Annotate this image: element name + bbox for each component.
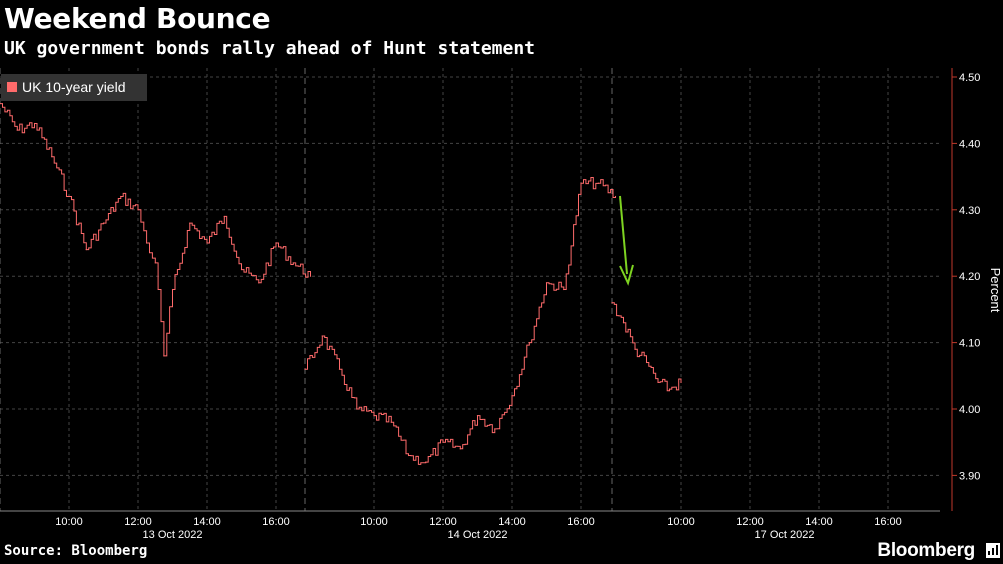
series-point (154, 262, 156, 264)
x-tick-label: 16:00 (874, 516, 902, 528)
x-day-label: 17 Oct 2022 (755, 529, 815, 541)
down-arrow-annotation (619, 195, 634, 286)
x-axis-band (0, 511, 1003, 541)
series-point (102, 222, 105, 224)
series-point (597, 182, 599, 184)
x-tick-label: 14:00 (805, 516, 833, 528)
series-point (622, 322, 625, 324)
series-point (163, 355, 165, 357)
series-point (321, 335, 323, 337)
series-line-day-1 (0, 103, 311, 357)
arrow-shaft (619, 195, 628, 275)
y-tick-label: 4.40 (959, 138, 980, 150)
x-tick-label: 12:00 (124, 516, 152, 528)
series-point (240, 268, 243, 271)
x-tick-label: 10:00 (360, 516, 388, 528)
series-point (407, 454, 410, 457)
series-point (563, 288, 565, 291)
y-axis-ticks: 4.50 4.40 4.30 4.20 4.10 4.00 3.90 (952, 72, 980, 482)
y-tick-label: 4.20 (959, 271, 980, 283)
x-tick-label: 12:00 (736, 516, 764, 528)
x-tick-label: 14:00 (193, 516, 221, 528)
x-day-label: 14 Oct 2022 (448, 529, 508, 541)
series-point (206, 242, 208, 244)
x-tick-label: 16:00 (567, 516, 595, 528)
series-point (614, 195, 617, 198)
series-point (304, 368, 306, 370)
series-point (356, 408, 358, 410)
x-day-label: 13 Oct 2022 (143, 529, 203, 541)
series-point (476, 415, 479, 417)
series-point (258, 282, 260, 284)
series-point (494, 428, 496, 430)
series-point (580, 182, 582, 184)
series-point (390, 421, 392, 423)
series-point (511, 395, 513, 397)
series-point (223, 215, 225, 218)
day-separators (0, 68, 613, 511)
y-tick-label: 4.10 (959, 338, 980, 350)
arrow-head (619, 264, 634, 286)
series-point (425, 461, 427, 463)
series-point (309, 275, 312, 277)
series-point (16, 129, 18, 131)
chart-subtitle: UK government bonds rally ahead of Hunt … (4, 38, 536, 59)
series-uk-10y (0, 102, 682, 465)
series-point (0, 102, 1, 105)
series-point (68, 195, 70, 198)
x-tick-label: 10:00 (55, 516, 83, 528)
series-point (442, 441, 444, 443)
x-tick-label: 16:00 (262, 516, 290, 528)
legend-swatch (7, 82, 17, 92)
series-point (373, 415, 375, 417)
series-point (146, 242, 148, 244)
series-point (137, 209, 139, 211)
y-axis-label: Percent (988, 268, 1003, 313)
series-point (611, 302, 613, 304)
series-point (189, 222, 191, 224)
x-axis-ticks: 10:00 12:00 14:00 16:00 13 Oct 2022 10:00 12:0… (55, 516, 902, 541)
chart-title: Weekend Bounce (4, 2, 271, 35)
series-point (657, 381, 659, 384)
x-tick-label: 12:00 (429, 516, 457, 528)
y-tick-label: 4.30 (959, 205, 980, 217)
legend: UK 10-year yield (1, 74, 147, 101)
series-point (120, 195, 122, 198)
bloomberg-terminal-icon (986, 543, 1000, 558)
series-line-day-2 (305, 177, 616, 465)
y-tick-label: 3.90 (959, 470, 980, 482)
series-point (85, 249, 87, 251)
series-point (292, 262, 294, 264)
series-point (51, 156, 53, 158)
y-tick-label: 4.50 (959, 72, 980, 84)
x-tick-label: 10:00 (667, 516, 695, 528)
series-point (33, 122, 36, 125)
series-point (634, 348, 636, 350)
legend-box (1, 74, 147, 101)
series-point (171, 288, 174, 291)
series-point (275, 242, 277, 244)
series-point (459, 448, 461, 450)
source-note: Source: Bloomberg (4, 543, 148, 559)
series-point (668, 388, 671, 390)
series-point (545, 282, 548, 284)
series-point (338, 368, 341, 370)
x-tick-label: 14:00 (498, 516, 526, 528)
series-line-day-3 (612, 302, 682, 392)
bloomberg-logo: Bloomberg (877, 540, 975, 561)
gridlines (0, 68, 940, 511)
series-point (645, 361, 648, 364)
series-point (528, 342, 530, 344)
y-tick-label: 4.00 (959, 404, 980, 416)
series-point (680, 381, 682, 384)
legend-label: UK 10-year yield (22, 79, 126, 95)
